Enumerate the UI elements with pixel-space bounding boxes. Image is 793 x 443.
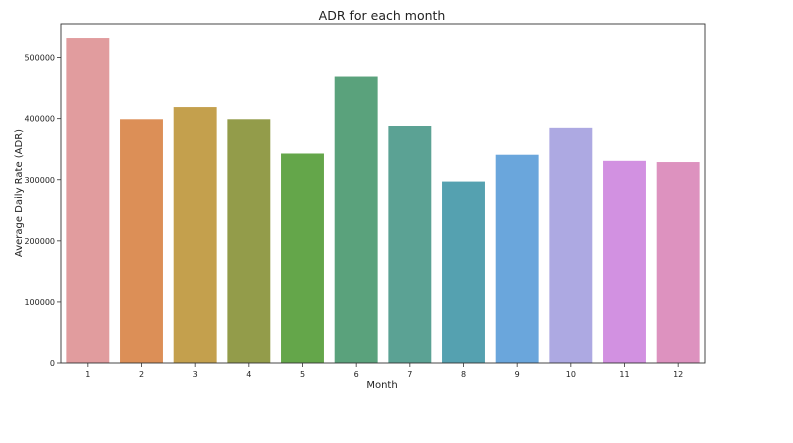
bar-month-6: [334, 76, 378, 363]
bar-month-7: [388, 126, 432, 363]
bars-group: [66, 38, 700, 364]
x-tick-label: 8: [461, 370, 466, 379]
y-tick-label: 500000: [24, 54, 55, 63]
bar-month-5: [281, 153, 324, 363]
x-tick-label: 6: [354, 370, 359, 379]
x-tick-label: 4: [246, 370, 251, 379]
y-axis-ticks: 0 100000 200000 300000 400000 500000: [24, 54, 61, 368]
y-tick-label: 100000: [24, 298, 55, 307]
bar-month-8: [442, 181, 485, 363]
y-tick-label: 0: [50, 359, 55, 368]
plot-frame: [60, 23, 706, 364]
bar-month-10: [549, 127, 593, 363]
y-tick-label: 300000: [24, 176, 55, 185]
x-tick-label: 11: [619, 370, 629, 379]
y-tick-label: 400000: [24, 115, 55, 124]
y-tick-label: 200000: [24, 237, 55, 246]
bar-month-4: [227, 119, 271, 363]
x-axis-ticks: 1 2 3 4 5 6 7 8 9 10 11 12: [85, 363, 683, 379]
x-tick-label: 7: [407, 370, 412, 379]
x-tick-label: 1: [85, 370, 90, 379]
chart-title: ADR for each month: [319, 8, 446, 23]
x-tick-label: 3: [193, 370, 198, 379]
x-tick-label: 5: [300, 370, 305, 379]
x-tick-label: 12: [673, 370, 683, 379]
x-tick-label: 2: [139, 370, 144, 379]
bar-month-11: [603, 160, 646, 363]
bar-month-12: [656, 162, 700, 363]
y-axis-label: Average Daily Rate (ADR): [14, 129, 25, 257]
bar-month-1: [66, 38, 110, 364]
bar-month-2: [120, 119, 163, 363]
x-axis-label: Month: [366, 380, 397, 391]
x-tick-label: 10: [566, 370, 576, 379]
bar-month-9: [495, 154, 539, 363]
bar-month-3: [173, 107, 217, 363]
x-tick-label: 9: [515, 370, 520, 379]
